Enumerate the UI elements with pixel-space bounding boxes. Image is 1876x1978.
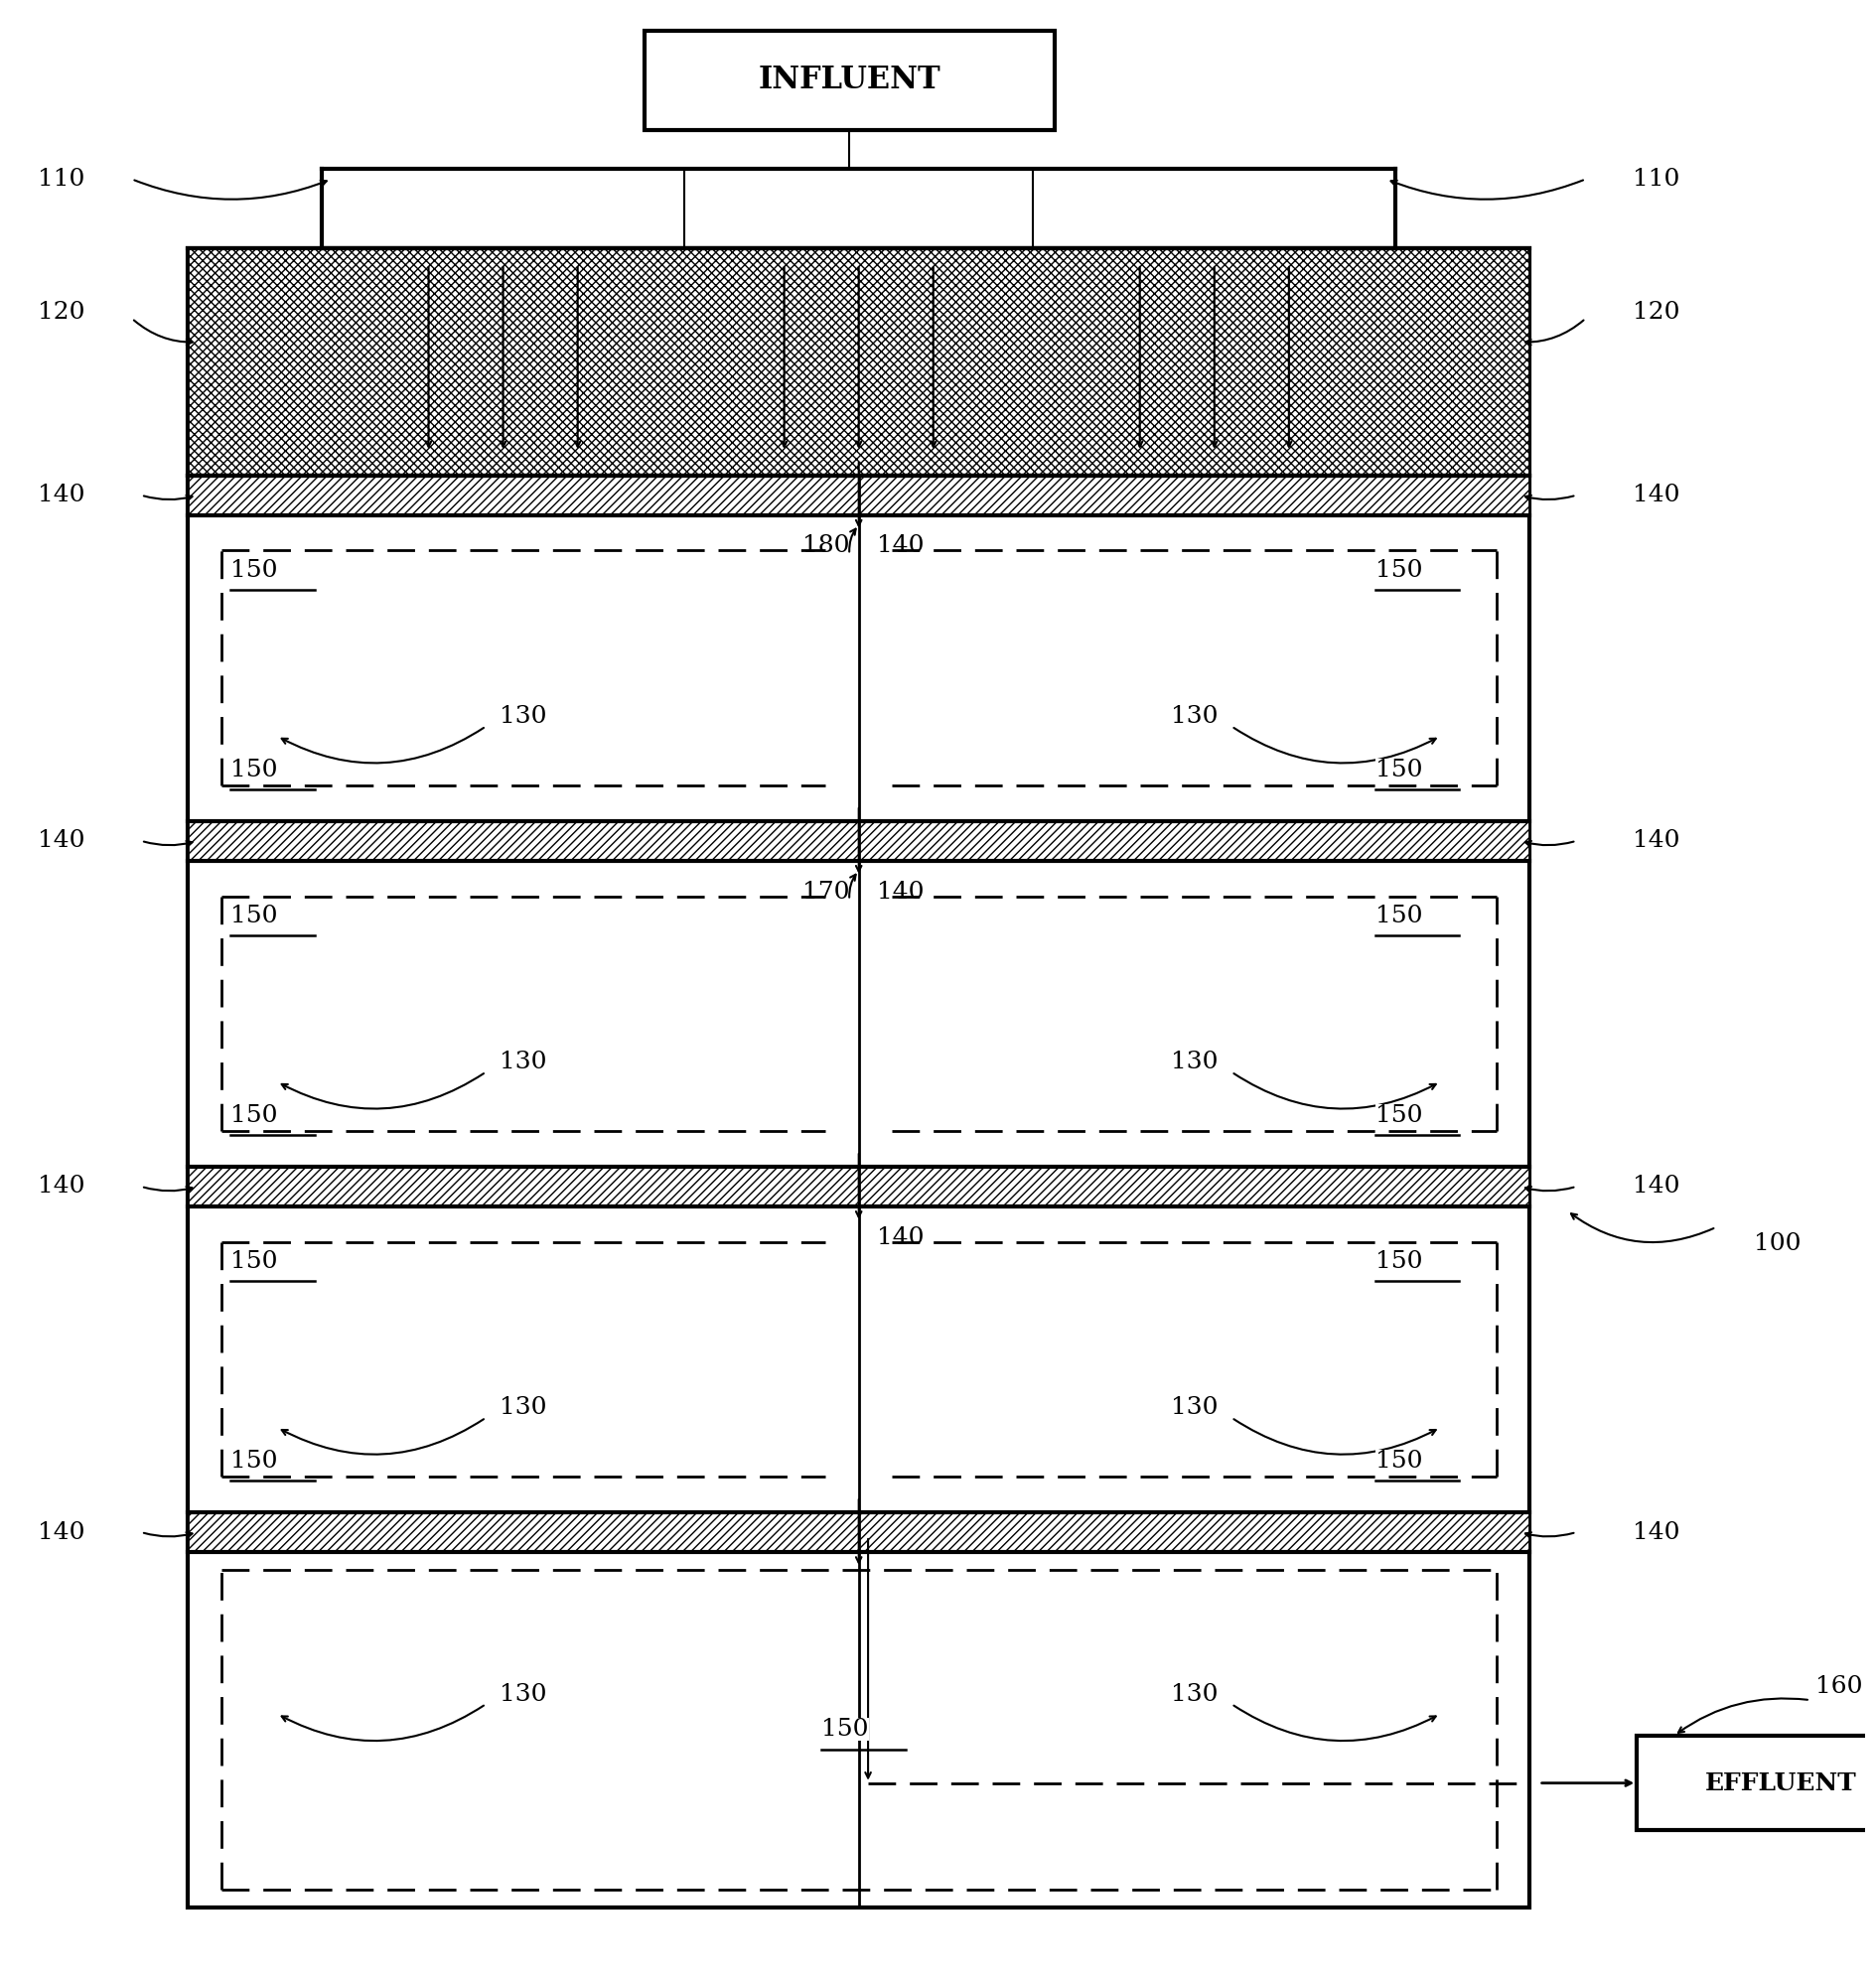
Text: 130: 130 [499, 1683, 546, 1705]
Text: 140: 140 [1632, 1175, 1679, 1199]
Text: 140: 140 [38, 1521, 84, 1543]
Text: 110: 110 [1632, 168, 1679, 190]
Text: 140: 140 [1632, 1521, 1679, 1543]
Text: 180: 180 [801, 534, 850, 558]
Text: 170: 170 [801, 880, 850, 904]
Text: 140: 140 [38, 1175, 84, 1199]
Text: 130: 130 [499, 1396, 546, 1418]
Bar [188, 249, 1529, 1907]
Text: 140: 140 [1632, 829, 1679, 853]
Bar [1636, 1735, 1876, 1830]
Text: 130: 130 [1171, 1683, 1218, 1705]
Text: 150: 150 [1375, 1450, 1422, 1472]
Text: EFFLUENT: EFFLUENT [1705, 1770, 1855, 1794]
Text: 150: 150 [1375, 1250, 1422, 1274]
Bar [188, 1513, 1529, 1553]
Text: 130: 130 [1171, 1396, 1218, 1418]
Text: 150: 150 [822, 1719, 869, 1741]
Text: 120: 120 [1632, 301, 1679, 324]
Text: 150: 150 [1375, 560, 1422, 582]
Bar [643, 32, 1054, 131]
Bar [188, 1167, 1529, 1207]
Text: 150: 150 [1375, 1104, 1422, 1127]
Text: 140: 140 [38, 829, 84, 853]
Text: 120: 120 [38, 301, 84, 324]
Bar [188, 821, 1529, 860]
Bar [188, 475, 1529, 514]
Text: 100: 100 [1752, 1232, 1799, 1256]
Text: 150: 150 [231, 1450, 278, 1472]
Text: 140: 140 [876, 1226, 925, 1248]
Text: 110: 110 [38, 168, 84, 190]
Text: 160: 160 [1814, 1675, 1861, 1697]
Text: 150: 150 [1375, 758, 1422, 781]
Text: 150: 150 [231, 1104, 278, 1127]
Text: 140: 140 [1632, 485, 1679, 506]
Text: 140: 140 [876, 880, 925, 904]
Text: 130: 130 [1171, 704, 1218, 728]
Text: 150: 150 [231, 904, 278, 928]
Text: 140: 140 [876, 534, 925, 558]
Text: 150: 150 [1375, 904, 1422, 928]
Text: INFLUENT: INFLUENT [758, 65, 940, 95]
Text: 150: 150 [231, 560, 278, 582]
Text: 140: 140 [38, 485, 84, 506]
Text: 130: 130 [1171, 1050, 1218, 1074]
Bar [188, 249, 1529, 475]
Text: 130: 130 [499, 704, 546, 728]
Text: 150: 150 [231, 1250, 278, 1274]
Text: 150: 150 [231, 758, 278, 781]
Text: 130: 130 [499, 1050, 546, 1074]
